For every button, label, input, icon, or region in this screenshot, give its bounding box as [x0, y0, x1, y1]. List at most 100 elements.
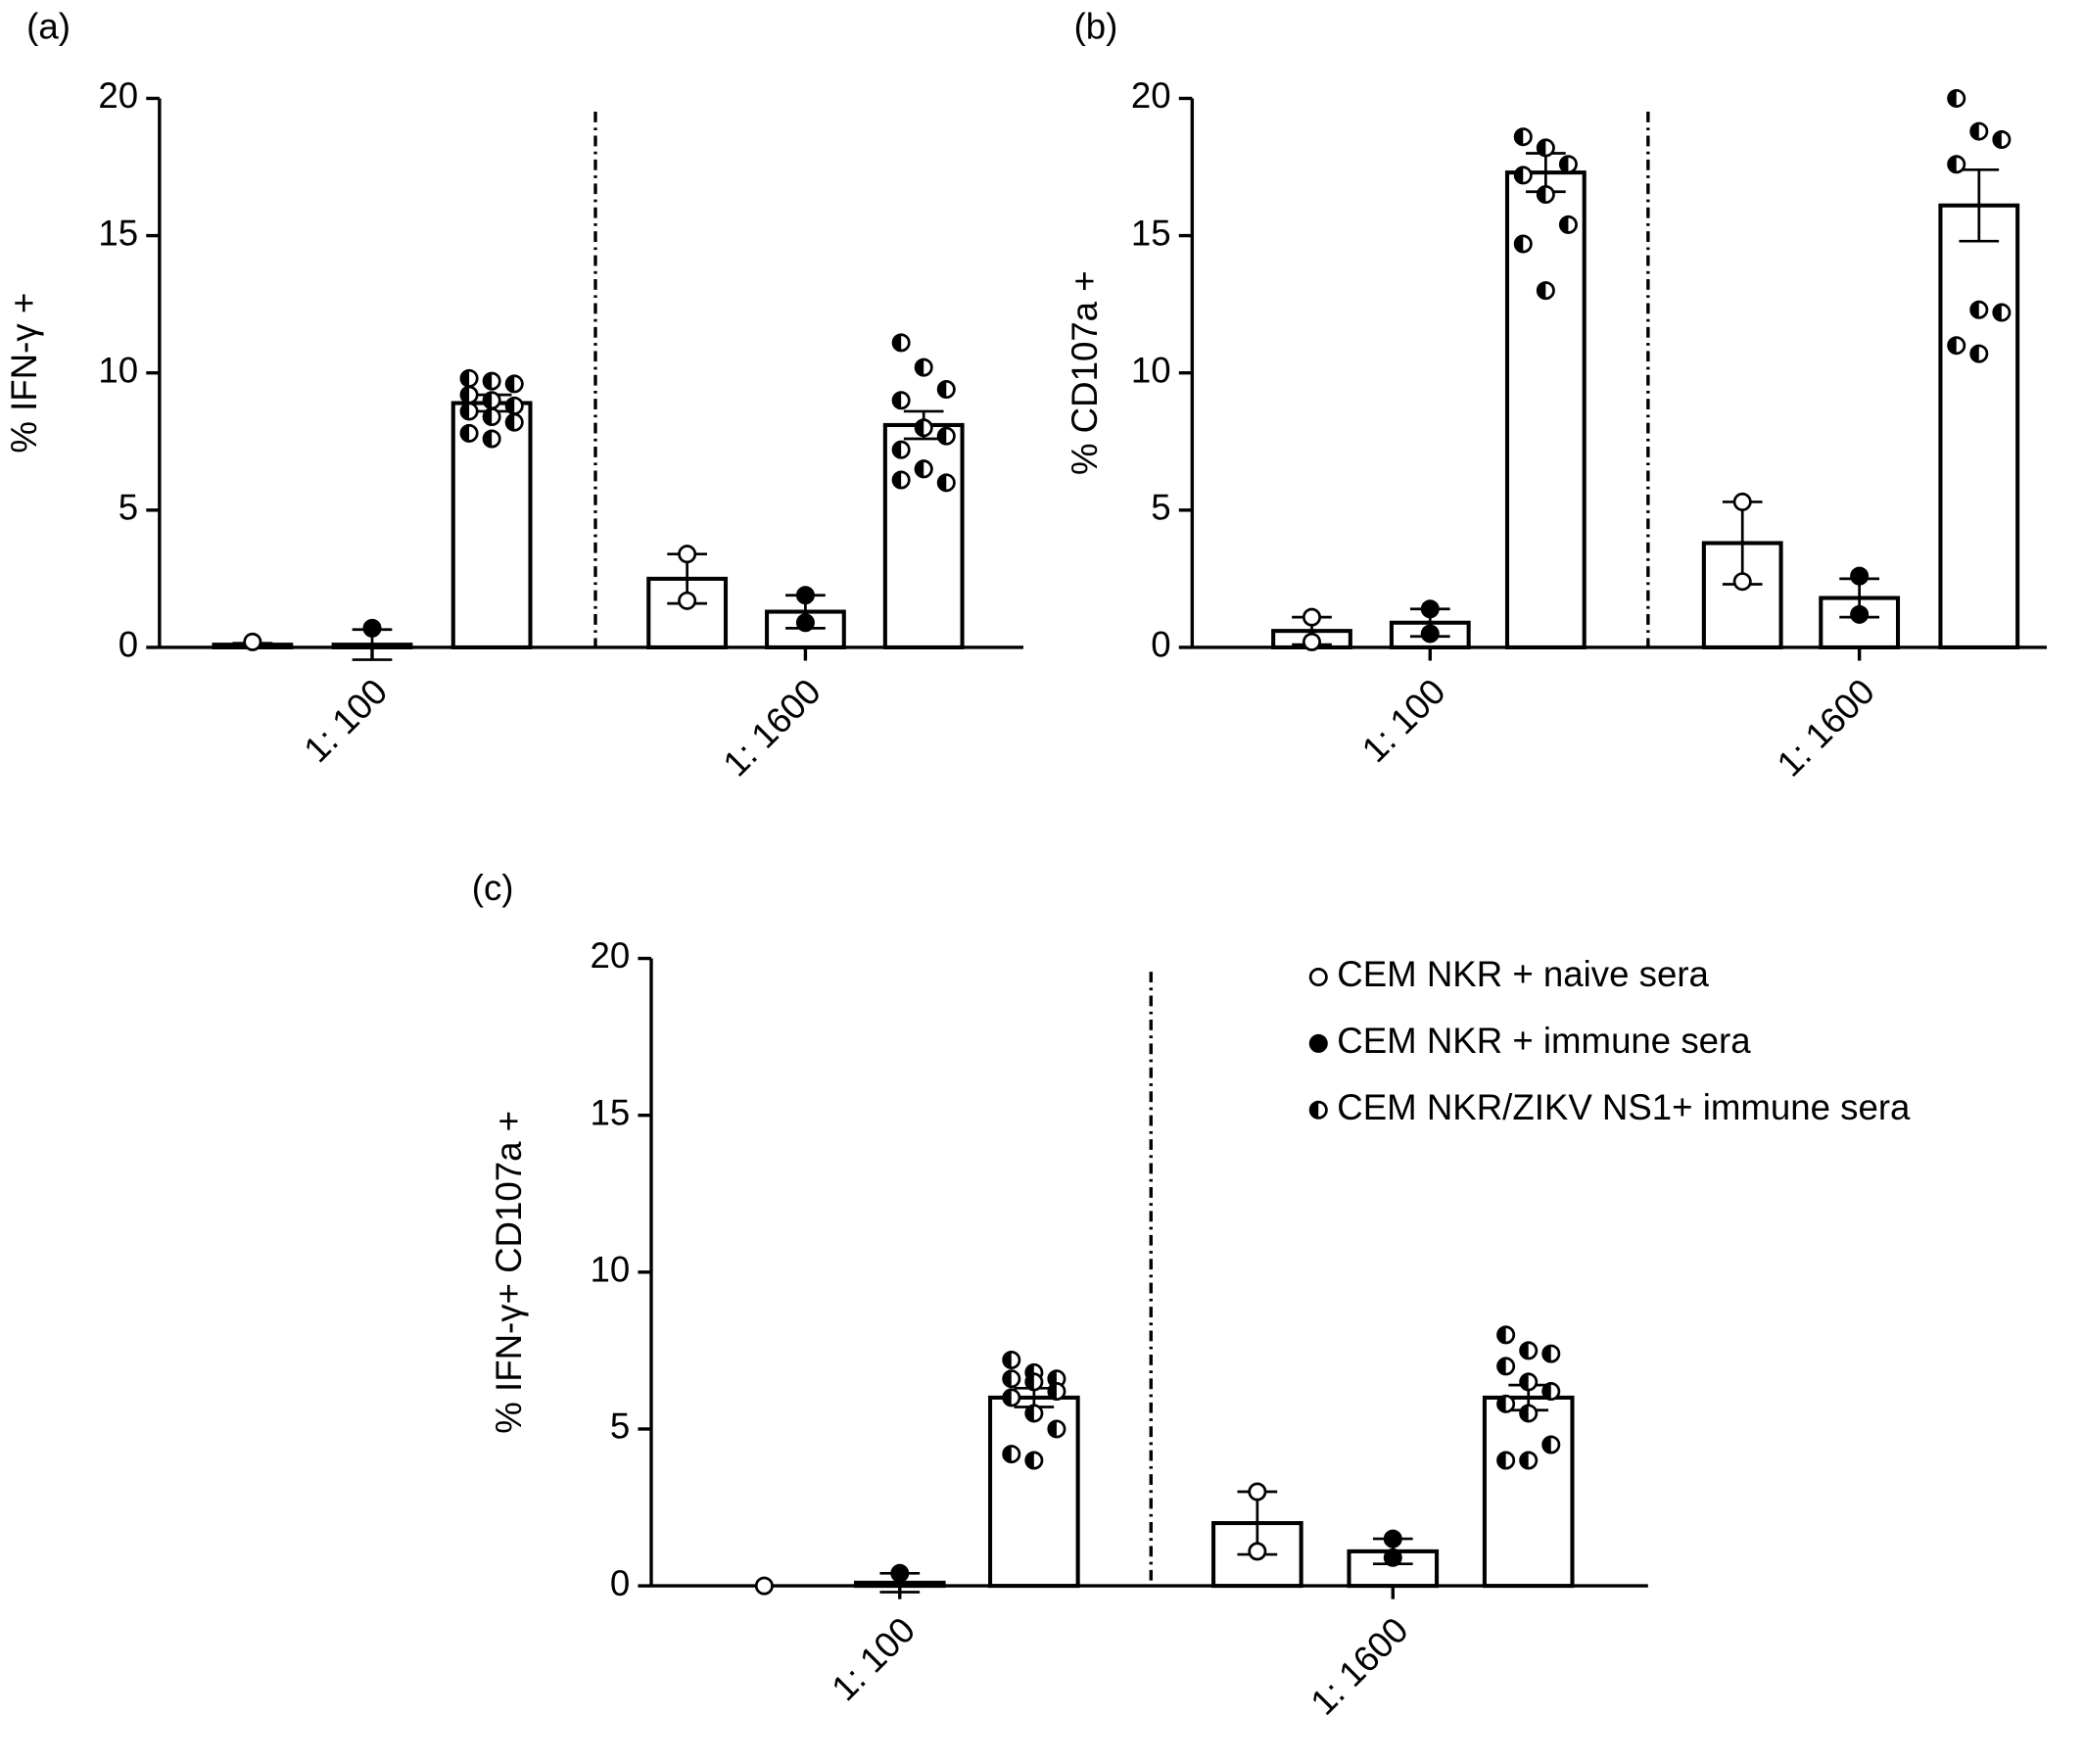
marker-half — [1948, 156, 1957, 172]
data-point — [936, 426, 956, 446]
error-bar — [1959, 167, 2000, 243]
data-point — [459, 385, 479, 405]
data-point — [891, 440, 911, 459]
data-point — [914, 418, 933, 438]
marker-outline — [678, 545, 697, 564]
x-tick-label: 1: 100 — [296, 671, 395, 770]
marker-outline — [1732, 492, 1752, 511]
legend-label: CEM NKR + immune sera — [1337, 1021, 1751, 1061]
marker-outline — [1420, 624, 1440, 644]
panel-label: (b) — [1074, 7, 1118, 47]
marker-half — [1497, 1452, 1506, 1469]
marker-outline — [1302, 632, 1321, 651]
marker-outline — [1850, 566, 1870, 586]
data-point — [1732, 492, 1752, 511]
data-point — [1024, 1372, 1044, 1392]
marker-half — [1970, 122, 1979, 140]
marker-half — [1560, 156, 1569, 172]
data-point — [1302, 632, 1321, 651]
y-tick-label: 15 — [591, 1092, 631, 1132]
data-point — [1969, 121, 1989, 141]
marker-outline — [1732, 572, 1752, 592]
marker-half — [916, 419, 924, 436]
marker-outline — [1308, 1033, 1328, 1053]
marker-half — [916, 460, 924, 477]
x-tick-label: 1: 1600 — [715, 671, 828, 784]
marker-half — [1515, 167, 1524, 184]
marker-outline — [890, 1563, 910, 1583]
data-point — [1513, 127, 1533, 147]
data-point — [1047, 1419, 1066, 1439]
data-point — [1383, 1548, 1402, 1567]
data-point — [1519, 1451, 1539, 1470]
bar — [1482, 1395, 1575, 1589]
data-point — [1496, 1325, 1516, 1345]
data-point — [1732, 572, 1752, 592]
data-point — [1947, 155, 1966, 174]
bar — [1701, 541, 1783, 649]
marker-half — [506, 375, 515, 393]
y-tick-label: 20 — [591, 935, 631, 976]
data-point — [1519, 1404, 1539, 1423]
y-tick-label: 10 — [1131, 350, 1171, 390]
marker-half — [1520, 1452, 1529, 1469]
data-point — [1536, 185, 1555, 205]
data-point — [1850, 566, 1870, 586]
data-point — [1519, 1341, 1539, 1360]
data-point — [482, 407, 501, 427]
marker-half — [1497, 1326, 1506, 1344]
marker-half — [1520, 1373, 1529, 1391]
data-point — [1047, 1369, 1066, 1389]
data-point — [1496, 1394, 1516, 1413]
data-point — [1420, 599, 1440, 619]
data-point — [482, 371, 501, 391]
marker-half — [893, 392, 902, 408]
data-point — [1420, 624, 1440, 644]
x-tick-label: 1: 100 — [1354, 671, 1453, 770]
y-tick-label: 0 — [610, 1563, 630, 1603]
y-tick-label: 15 — [1131, 213, 1171, 253]
data-point — [1513, 166, 1533, 185]
marker-half — [1003, 1446, 1012, 1462]
data-point — [482, 391, 501, 410]
data-point — [1992, 130, 2012, 150]
marker-outline — [243, 632, 262, 651]
data-point — [678, 591, 697, 610]
marker-outline — [795, 586, 815, 605]
marker-half — [484, 430, 493, 448]
marker-outline — [1248, 1482, 1267, 1502]
data-point — [891, 333, 911, 353]
data-point — [1024, 1404, 1044, 1423]
marker-half — [1048, 1383, 1057, 1400]
marker-half — [938, 474, 947, 491]
marker-half — [1025, 1452, 1034, 1469]
data-point — [1383, 1529, 1402, 1549]
data-point — [1496, 1451, 1516, 1470]
y-tick-label: 0 — [118, 625, 138, 665]
marker-half — [938, 381, 947, 398]
marker-half — [1538, 139, 1546, 157]
y-axis-label: % IFN-γ + — [4, 293, 44, 453]
marker-outline — [362, 618, 382, 638]
y-tick-label: 5 — [1151, 488, 1170, 528]
marker-half — [1542, 1345, 1551, 1362]
marker-half — [1970, 302, 1979, 318]
y-tick-label: 5 — [118, 488, 138, 528]
marker-half — [460, 386, 470, 404]
data-point — [1947, 336, 1966, 356]
data-point — [1002, 1351, 1021, 1370]
x-tick-label: 1: 1600 — [1770, 671, 1882, 784]
data-point — [1002, 1445, 1021, 1464]
y-tick-label: 0 — [1151, 625, 1170, 665]
panel-label: (c) — [472, 868, 514, 908]
data-point — [1308, 968, 1328, 987]
marker-half — [506, 398, 515, 414]
y-tick-label: 15 — [98, 213, 138, 253]
data-point — [1541, 1435, 1561, 1454]
marker-half — [893, 442, 902, 458]
marker-outline — [1420, 599, 1440, 619]
x-tick-label: 1: 1600 — [1302, 1609, 1415, 1722]
data-point — [1002, 1388, 1021, 1407]
data-point — [1558, 155, 1578, 174]
